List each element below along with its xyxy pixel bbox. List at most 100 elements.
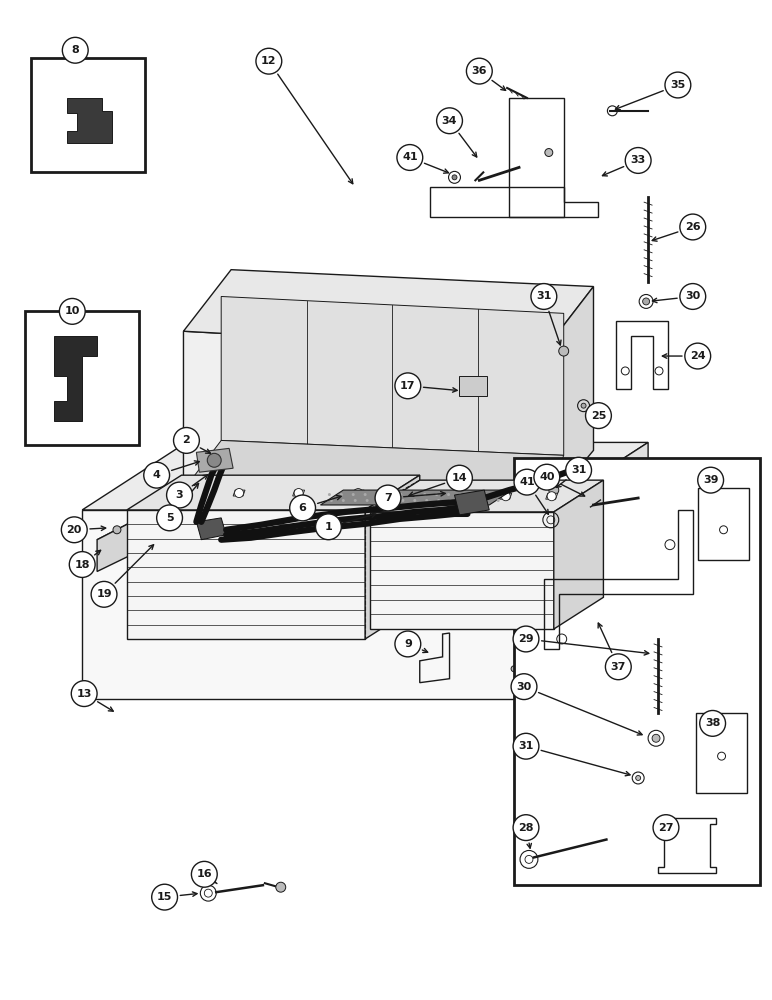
Text: 29: 29	[518, 634, 533, 644]
Text: 26: 26	[685, 222, 700, 232]
Circle shape	[547, 492, 556, 501]
Bar	[25, 311, 139, 445]
Circle shape	[330, 499, 333, 502]
Circle shape	[653, 815, 679, 841]
Circle shape	[375, 493, 378, 496]
Circle shape	[549, 485, 559, 495]
Polygon shape	[233, 490, 245, 496]
Polygon shape	[184, 490, 226, 510]
Text: 17: 17	[400, 381, 415, 391]
Bar	[514, 458, 760, 885]
Polygon shape	[127, 475, 420, 510]
Text: 34: 34	[442, 116, 457, 126]
Circle shape	[354, 499, 357, 502]
Text: 41: 41	[402, 152, 418, 162]
Polygon shape	[54, 336, 97, 421]
Circle shape	[501, 492, 510, 501]
Circle shape	[352, 493, 354, 496]
Circle shape	[459, 493, 462, 496]
Circle shape	[534, 464, 560, 490]
Circle shape	[496, 499, 499, 502]
Polygon shape	[293, 490, 305, 496]
Circle shape	[680, 284, 706, 309]
Circle shape	[665, 72, 691, 98]
Circle shape	[340, 493, 343, 496]
Circle shape	[482, 493, 486, 496]
Circle shape	[531, 284, 557, 309]
Polygon shape	[82, 442, 648, 510]
Circle shape	[485, 499, 488, 502]
Bar	[698, 488, 750, 560]
Circle shape	[585, 403, 611, 429]
Text: 15: 15	[157, 892, 172, 902]
Polygon shape	[499, 493, 512, 499]
Circle shape	[71, 681, 97, 707]
Circle shape	[642, 298, 649, 305]
Circle shape	[652, 734, 660, 742]
Circle shape	[452, 175, 457, 180]
Circle shape	[199, 495, 209, 505]
Circle shape	[513, 626, 539, 652]
Polygon shape	[222, 296, 564, 455]
Text: 40: 40	[539, 472, 554, 482]
Text: 10: 10	[65, 306, 80, 316]
Bar	[31, 58, 144, 172]
Text: 5: 5	[166, 513, 174, 523]
Circle shape	[409, 492, 418, 501]
Circle shape	[446, 465, 472, 491]
Circle shape	[397, 145, 423, 170]
Text: 41: 41	[519, 477, 535, 487]
Text: 33: 33	[631, 155, 646, 165]
Circle shape	[425, 499, 428, 502]
Circle shape	[461, 499, 464, 502]
Text: 31: 31	[537, 291, 551, 301]
Text: 9: 9	[404, 639, 411, 649]
Circle shape	[511, 666, 517, 672]
Polygon shape	[67, 98, 112, 143]
Text: 31: 31	[518, 741, 533, 751]
Circle shape	[447, 493, 450, 496]
Polygon shape	[365, 475, 420, 639]
Circle shape	[559, 346, 569, 356]
Circle shape	[506, 503, 516, 513]
Text: 4: 4	[153, 470, 161, 480]
Circle shape	[437, 499, 440, 502]
Circle shape	[69, 552, 95, 577]
Text: 31: 31	[571, 465, 586, 475]
Circle shape	[471, 493, 474, 496]
Circle shape	[473, 499, 476, 502]
Text: 18: 18	[74, 560, 90, 570]
Polygon shape	[408, 493, 420, 499]
Polygon shape	[455, 490, 489, 515]
Circle shape	[437, 108, 462, 134]
Polygon shape	[196, 518, 226, 540]
Text: 38: 38	[705, 718, 720, 728]
Polygon shape	[320, 490, 512, 505]
Circle shape	[61, 517, 87, 543]
Circle shape	[109, 537, 115, 543]
Circle shape	[455, 492, 464, 501]
Circle shape	[152, 884, 178, 910]
Text: 14: 14	[452, 473, 467, 483]
Polygon shape	[97, 522, 132, 571]
Text: 7: 7	[384, 493, 392, 503]
Text: 16: 16	[197, 869, 212, 879]
Circle shape	[294, 489, 303, 498]
Polygon shape	[97, 522, 281, 540]
Circle shape	[144, 462, 170, 488]
Circle shape	[698, 467, 723, 493]
Text: 6: 6	[299, 503, 306, 513]
Polygon shape	[370, 512, 554, 629]
Circle shape	[342, 499, 345, 502]
Bar	[696, 713, 747, 793]
Circle shape	[449, 499, 452, 502]
Circle shape	[545, 149, 553, 156]
Circle shape	[364, 493, 367, 496]
Text: 3: 3	[176, 490, 183, 500]
Circle shape	[290, 495, 316, 521]
Circle shape	[328, 493, 331, 496]
Circle shape	[513, 815, 539, 841]
Circle shape	[378, 499, 381, 502]
Text: 2: 2	[182, 435, 191, 445]
Text: 30: 30	[686, 291, 700, 301]
